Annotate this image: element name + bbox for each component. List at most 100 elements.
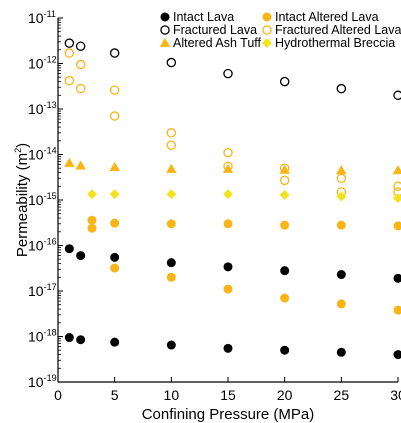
intact-altered-lava-point [336, 299, 346, 309]
hydrothermal-breccia-point [393, 193, 401, 204]
legend-fractured-lava-label: Fractured Lava [173, 23, 257, 37]
legend-hydrothermal-breccia-marker [262, 38, 272, 48]
y-tick-label: 10-16 [28, 237, 57, 254]
x-tick-label: 25 [334, 387, 350, 403]
intact-lava-point [110, 337, 120, 347]
y-tick-mantissa: 10 [28, 238, 44, 254]
intact-altered-lava-point [166, 272, 176, 282]
intact-lava-point [64, 244, 74, 254]
altered-ash-tuff-point [75, 160, 86, 170]
axes [57, 17, 399, 383]
y-tick-label: 10-15 [28, 191, 57, 208]
legend-intact-lava-label: Intact Lava [173, 10, 234, 24]
intact-altered-lava-point [280, 220, 290, 230]
intact-lava-point [336, 270, 346, 280]
intact-lava-point [166, 258, 176, 268]
intact-lava-point [393, 273, 401, 283]
hydrothermal-breccia-point [223, 189, 233, 200]
fractured-lava-point [279, 76, 290, 87]
y-tick-label: 10-18 [28, 328, 57, 345]
y-tick-mantissa: 10 [28, 283, 44, 299]
y-tick-mantissa: 10 [28, 374, 44, 390]
y-tick-label: 10-14 [28, 146, 57, 163]
intact-altered-lava-point [87, 223, 97, 233]
x-tick-label: 15 [220, 387, 236, 403]
hydrothermal-breccia-point [166, 189, 177, 200]
fractured-altered-lava-point [109, 85, 120, 95]
fractured-altered-lava-point [64, 75, 75, 86]
altered-ash-tuff-point [166, 163, 177, 173]
intact-altered-lava-point [336, 220, 346, 230]
hydrothermal-breccia-point [336, 191, 347, 202]
y-tick-exponent: -13 [44, 100, 57, 110]
fractured-lava-point [75, 41, 86, 51]
legend-fractured-altered-lava-label: Fractured Altered Lava [275, 23, 401, 37]
y-axis-title: Permeability (m2) [13, 143, 31, 257]
intact-altered-lava-point [280, 293, 290, 303]
y-tick-exponent: -11 [44, 9, 56, 19]
altered-ash-tuff-point [222, 163, 234, 173]
intact-lava-point [76, 335, 86, 345]
fractured-lava-point [223, 68, 233, 79]
x-tick-label: 10 [164, 387, 180, 403]
fractured-lava-point [166, 57, 177, 68]
hydrothermal-breccia-point [109, 189, 120, 200]
intact-lava-point [280, 266, 290, 276]
altered-ash-tuff-point [336, 165, 347, 175]
fractured-lava-point [393, 90, 401, 101]
x-tick-label: 30 [390, 387, 401, 403]
y-tick-label: 10-12 [28, 55, 57, 72]
x-tick-label: 0 [54, 387, 62, 403]
intact-altered-lava-point [393, 305, 401, 315]
intact-altered-lava-point [393, 221, 401, 231]
fractured-altered-lava-point [223, 147, 233, 158]
intact-altered-lava-point [87, 215, 97, 225]
intact-lava-point [336, 347, 346, 357]
fractured-altered-lava-point [166, 128, 177, 138]
legend-hydrothermal-breccia-label: Hydrothermal Breccia [275, 36, 395, 50]
legend-intact-lava-marker [160, 12, 170, 22]
y-tick-label: 10-19 [28, 373, 57, 390]
fractured-altered-lava-point [279, 175, 290, 186]
intact-altered-lava-point [110, 218, 120, 228]
y-tick-exponent: -16 [44, 237, 57, 247]
intact-altered-lava-point [223, 284, 233, 294]
fractured-lava-point [336, 83, 347, 94]
y-tick-mantissa: 10 [28, 147, 44, 163]
y-tick-exponent: -14 [44, 146, 57, 156]
y-axis-title-end: ) [14, 143, 31, 148]
legend-fractured-lava-marker [160, 25, 170, 35]
y-tick-mantissa: 10 [28, 101, 44, 117]
y-tick-mantissa: 10 [28, 192, 44, 208]
intact-altered-lava-point [223, 219, 233, 229]
fractured-lava-point [64, 38, 75, 48]
hydrothermal-breccia-point [87, 189, 97, 200]
hydrothermal-breccia-point [279, 189, 290, 200]
x-tick-label: 5 [111, 387, 119, 403]
intact-lava-point [223, 262, 233, 272]
y-tick-label: 10-11 [28, 9, 56, 26]
y-tick-mantissa: 10 [28, 10, 44, 26]
y-tick-mantissa: 10 [28, 329, 44, 345]
legend-altered-ash-tuff-marker [159, 37, 171, 47]
intact-lava-point [76, 251, 86, 261]
data-points [64, 38, 401, 360]
altered-ash-tuff-point [392, 165, 401, 175]
legend-intact-altered-lava-marker [262, 12, 272, 22]
intact-lava-point [64, 333, 74, 343]
y-tick-exponent: -17 [44, 282, 57, 292]
altered-ash-tuff-point [64, 157, 75, 167]
y-axis-title-base: Permeability (m [14, 153, 31, 257]
y-tick-label: 10-17 [28, 282, 57, 299]
y-tick-exponent: -19 [44, 373, 57, 383]
legend-fractured-altered-lava-marker [262, 25, 272, 35]
altered-ash-tuff-point [109, 161, 120, 171]
intact-lava-point [166, 340, 176, 350]
intact-lava-point [393, 350, 401, 360]
fractured-altered-lava-point [166, 140, 177, 150]
legend-intact-altered-lava-label: Intact Altered Lava [275, 10, 379, 24]
legend-altered-ash-tuff-label: Altered Ash Tuff [173, 36, 262, 50]
fractured-lava-point [109, 48, 120, 58]
fractured-altered-lava-point [109, 111, 120, 121]
